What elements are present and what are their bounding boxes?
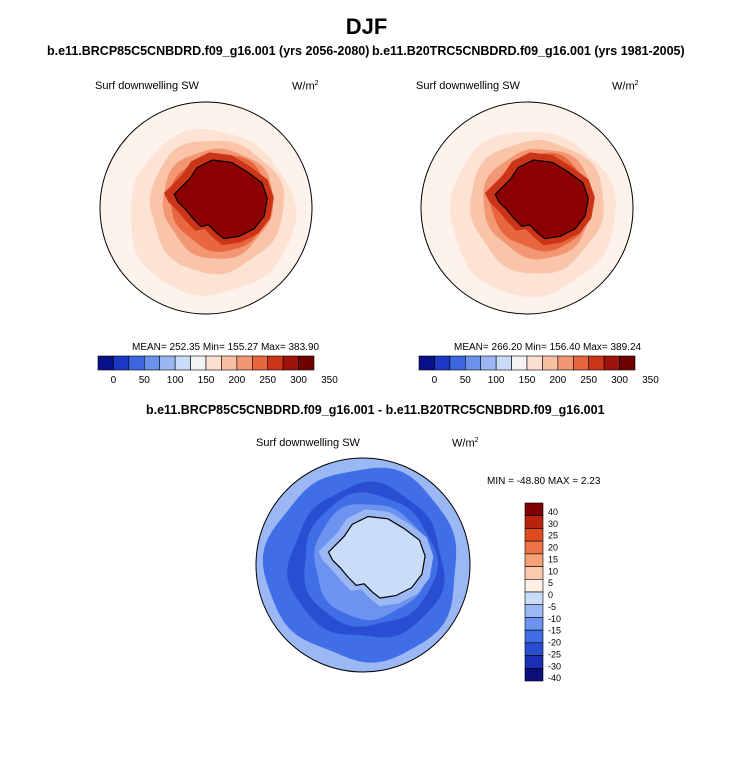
coastline	[173, 159, 268, 240]
colorbar-box-12	[524, 655, 544, 669]
colorbar-tick-label: -25	[548, 649, 561, 659]
colorbar-box-2	[524, 528, 544, 542]
colorbar-tick-label: 250	[259, 375, 276, 386]
panel-1-stats: MEAN= 252.35 Min= 155.27 Max= 383.90	[132, 342, 320, 353]
colorbar-tick-label: 0	[432, 375, 438, 386]
colorbar-box-9	[524, 617, 544, 631]
panel-2-units: W/m2	[612, 80, 639, 93]
colorbar-tick-label: 15	[548, 554, 558, 564]
panel-1-title: b.e11.BRCP85C5CNBDRD.f09_g16.001 (yrs 20…	[47, 44, 370, 58]
colorbar-box-3	[524, 540, 544, 555]
colorbar-box-7	[524, 591, 544, 606]
colorbar-tick-label: -15	[548, 626, 561, 636]
map-border	[420, 101, 634, 315]
colorbar-tick-label: 250	[580, 375, 597, 386]
colorbar-tick-label: -5	[548, 602, 556, 612]
panel-1-units: W/m2	[292, 80, 319, 93]
colorbar-tick-label: 100	[167, 375, 184, 386]
colorbar-box-4	[524, 553, 544, 567]
colorbar-tick-label: 200	[550, 375, 567, 386]
map-field	[100, 102, 312, 314]
colorbar-tick-label: 200	[229, 375, 246, 386]
field-core	[174, 160, 268, 239]
panel-1-variable: Surf downwelling SW	[95, 80, 199, 92]
colorbar-box-5	[524, 566, 544, 580]
map-border	[255, 457, 471, 673]
colorbar-tick-label: 25	[548, 531, 558, 541]
colorbar-tick-label: -20	[548, 638, 561, 648]
coastline	[494, 159, 589, 240]
colorbar-box-13	[298, 355, 315, 371]
colorbar-tick-label: -10	[548, 614, 561, 624]
colorbar-tick-label: 100	[488, 375, 505, 386]
colorbar-tick-label: 10	[548, 566, 558, 576]
panel-2-stats: MEAN= 266.20 Min= 156.40 Max= 389.24	[454, 342, 642, 353]
map-field	[256, 458, 470, 672]
panel-3-variable: Surf downwelling SW	[256, 437, 360, 449]
map-field	[421, 102, 633, 314]
coastline	[327, 515, 426, 599]
colorbar-tick-label: 5	[548, 578, 553, 588]
colorbar-tick-label: 50	[460, 375, 472, 386]
colorbar-tick-label: 350	[321, 375, 338, 386]
colorbar-box-10	[524, 629, 544, 644]
colorbar-tick-label: 300	[290, 375, 307, 386]
colorbar-box-13	[524, 667, 544, 682]
colorbar-tick-label: -40	[548, 673, 561, 683]
colorbar-box-1	[524, 515, 544, 529]
figure-title: DJF	[345, 14, 388, 39]
colorbar-tick-label: 20	[548, 543, 558, 553]
panel-2-variable: Surf downwelling SW	[416, 80, 520, 92]
colorbar-box-0	[524, 502, 544, 517]
colorbar-tick-label: 0	[548, 590, 553, 600]
colorbar-box-6	[524, 578, 544, 593]
colorbar-tick-label: 300	[611, 375, 628, 386]
colorbar-box-8	[524, 604, 544, 618]
colorbar-tick-label: 350	[642, 375, 659, 386]
field-core	[495, 160, 589, 239]
colorbar-box-11	[524, 642, 544, 656]
colorbar-tick-label: 40	[548, 507, 558, 517]
panel-3-units: W/m2	[452, 437, 479, 450]
panel-3-title: b.e11.BRCP85C5CNBDRD.f09_g16.001 - b.e11…	[146, 403, 605, 417]
map-border	[99, 101, 313, 315]
colorbar-tick-label: 0	[111, 375, 117, 386]
colorbar-tick-label: 50	[139, 375, 151, 386]
field-core	[328, 516, 426, 598]
colorbar-tick-label: 30	[548, 519, 558, 529]
panel-2-title: b.e11.B20TRC5CNBDRD.f09_g16.001 (yrs 198…	[372, 44, 685, 58]
colorbar-box-13	[619, 355, 636, 371]
colorbar-tick-label: 150	[198, 375, 215, 386]
colorbar-tick-label: -30	[548, 661, 561, 671]
panel-3-stats: MIN = -48.80 MAX = 2.23	[487, 476, 601, 487]
colorbar-tick-label: 150	[519, 375, 536, 386]
